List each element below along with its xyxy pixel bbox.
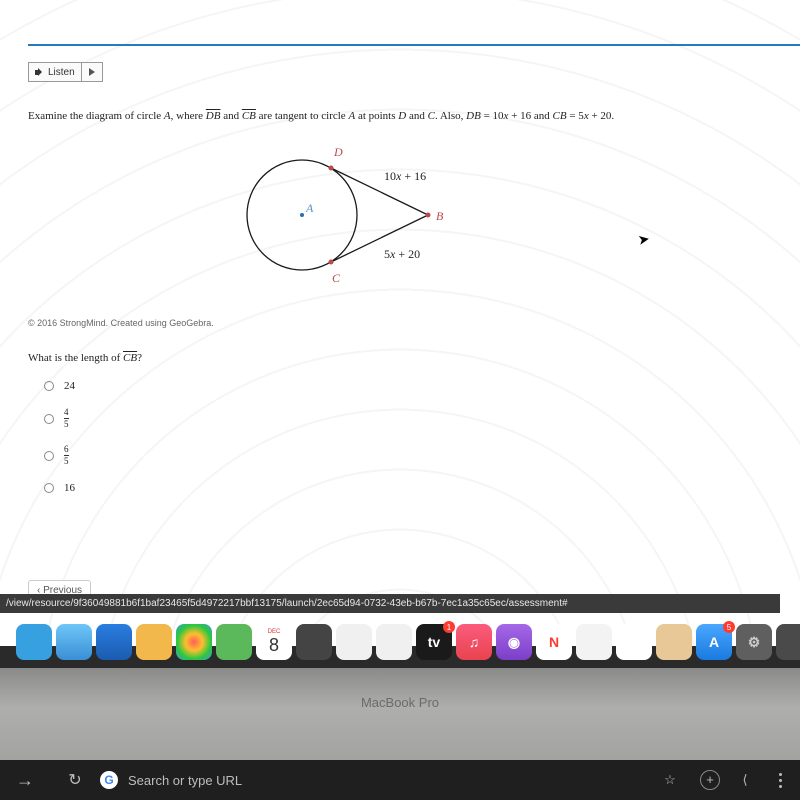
radio-icon[interactable] [44, 451, 54, 461]
dock-app-icon[interactable]: A5 [696, 624, 732, 660]
sub-question: What is the length of CB? [28, 352, 142, 364]
dock-app-icon[interactable]: ⚙ [736, 624, 772, 660]
radio-icon[interactable] [44, 381, 54, 391]
play-icon [89, 68, 95, 76]
dock-app-icon[interactable] [296, 624, 332, 660]
macos-dock: DEC8tv1♫◉NA5⚙2 [10, 620, 790, 664]
dock-app-icon[interactable] [176, 624, 212, 660]
answer-option[interactable]: 24 [44, 380, 75, 392]
dock-app-icon[interactable]: DEC8 [256, 624, 292, 660]
bookmark-star-icon[interactable]: ☆ [650, 772, 690, 788]
copyright-text: © 2016 StrongMind. Created using GeoGebr… [28, 318, 214, 328]
dock-app-icon[interactable] [656, 624, 692, 660]
svg-text:A: A [305, 201, 314, 215]
svg-text:5x + 20: 5x + 20 [384, 247, 420, 261]
dock-app-icon[interactable]: N [536, 624, 572, 660]
dock-app-icon[interactable] [576, 624, 612, 660]
option-fraction: 45 [64, 408, 69, 429]
dock-app-icon[interactable] [336, 624, 372, 660]
answer-option[interactable]: 65 [44, 445, 75, 466]
notification-badge: 5 [723, 621, 735, 633]
assessment-page: Listen Examine the diagram of circle A, … [0, 0, 800, 646]
dock-app-icon[interactable] [56, 624, 92, 660]
answer-option[interactable]: 45 [44, 408, 75, 429]
notification-badge: 1 [443, 621, 455, 633]
listen-label-segment[interactable]: Listen [29, 63, 82, 81]
header-divider [28, 44, 800, 46]
dock-app-icon[interactable]: tv1 [416, 624, 452, 660]
dock-app-icon[interactable] [216, 624, 252, 660]
google-logo-icon: G [100, 771, 118, 789]
dock-app-icon[interactable]: 2 [776, 624, 800, 660]
browser-toolbar: → ↻ G Search or type URL ☆ + ⟨ [0, 760, 800, 800]
dock-app-icon[interactable] [616, 624, 652, 660]
nav-forward-icon[interactable]: → [0, 770, 50, 791]
dock-app-icon[interactable] [16, 624, 52, 660]
radio-icon[interactable] [44, 414, 54, 424]
chevron-left-icon[interactable]: ⟨ [730, 772, 760, 788]
url-status-bar: /view/resource/9f36049881b6f1baf23465f5d… [0, 594, 780, 613]
svg-text:D: D [333, 145, 343, 159]
menu-dots-icon[interactable] [768, 768, 792, 792]
listen-button[interactable]: Listen [28, 62, 103, 82]
svg-text:B: B [436, 209, 444, 223]
listen-toolbar: Listen [28, 62, 103, 82]
answer-option[interactable]: 16 [44, 482, 75, 494]
answer-options: 24 45 65 16 [44, 380, 75, 510]
macbook-label: MacBook Pro [0, 695, 800, 710]
listen-play-segment[interactable] [82, 63, 102, 81]
option-label: 24 [64, 380, 75, 392]
dock-app-icon[interactable] [136, 624, 172, 660]
dock-app-icon[interactable] [96, 624, 132, 660]
question-text: Examine the diagram of circle A, where D… [28, 108, 614, 125]
new-tab-icon[interactable]: + [700, 770, 720, 790]
omnibox[interactable]: G Search or type URL [100, 771, 650, 789]
cursor-icon: ➤ [637, 231, 652, 250]
dock-app-icon[interactable]: ◉ [496, 624, 532, 660]
option-label: 16 [64, 482, 75, 494]
svg-text:C: C [332, 271, 341, 285]
radio-icon[interactable] [44, 483, 54, 493]
svg-text:10x + 16: 10x + 16 [384, 169, 426, 183]
speaker-icon [35, 68, 44, 77]
circle-diagram: A D C B 10x + 16 5x + 20 [230, 130, 470, 300]
reload-icon[interactable]: ↻ [50, 770, 100, 790]
listen-label: Listen [48, 67, 75, 78]
omnibox-placeholder: Search or type URL [128, 773, 242, 788]
dock-app-icon[interactable]: ♫ [456, 624, 492, 660]
dock-app-icon[interactable] [376, 624, 412, 660]
option-fraction: 65 [64, 445, 69, 466]
